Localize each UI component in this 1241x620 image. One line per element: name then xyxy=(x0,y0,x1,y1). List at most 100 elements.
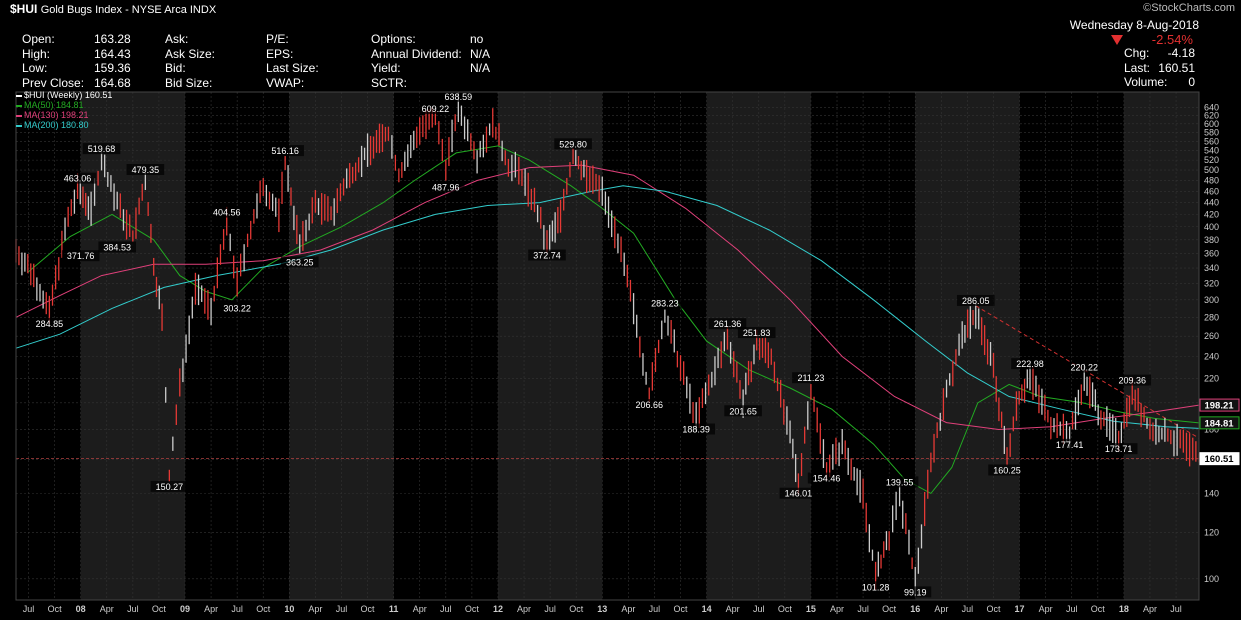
legend-text: $HUI (Weekly) 160.51 xyxy=(24,90,113,100)
quote-label: Yield: xyxy=(371,61,401,75)
chart-legend: $HUI (Weekly) 160.51 MA(50) 184.81 MA(130)… xyxy=(16,90,112,130)
plot-border xyxy=(15,91,1200,601)
price-annotation: 516.16 xyxy=(271,146,299,156)
change-percent: -2.54% xyxy=(1151,32,1193,47)
price-annotation: 188.39 xyxy=(682,425,710,435)
quote-value: 164.43 xyxy=(94,46,131,61)
y-tick-label: 460 xyxy=(1204,186,1219,196)
x-tick-label: Apr xyxy=(934,604,948,614)
price-annotation: 529.80 xyxy=(559,139,587,149)
annotation-bg xyxy=(416,103,455,115)
y-tick-label: 580 xyxy=(1204,127,1219,137)
price-tag: 160.51 xyxy=(1204,454,1234,465)
price-tag-bg xyxy=(1199,416,1240,430)
x-tick-label: Apr xyxy=(517,604,531,614)
price-annotation: 150.27 xyxy=(156,482,184,492)
x-tick-label: Apr xyxy=(830,604,844,614)
x-tick-label: Jul xyxy=(1170,604,1182,614)
x-tick-label: Jul xyxy=(857,604,869,614)
quote-label: EPS: xyxy=(266,46,294,61)
price-tag-bg xyxy=(1199,398,1240,412)
legend-entry: MA(130) 198.21 xyxy=(16,110,112,120)
x-tick-label: Oct xyxy=(569,604,584,614)
price-annotation: 101.28 xyxy=(862,582,890,592)
y-tick-label: 560 xyxy=(1204,136,1219,146)
right-quote-label: Volume: xyxy=(1124,75,1168,89)
y-tick-label: 440 xyxy=(1204,198,1219,208)
ma50-line xyxy=(28,145,1200,495)
right-quote-value: -4.18 xyxy=(1167,46,1195,60)
price-annotation: 284.85 xyxy=(36,319,64,329)
annotation-bg xyxy=(30,317,69,329)
price-annotation: 146.01 xyxy=(785,489,813,499)
x-tick-label: Jul xyxy=(336,604,348,614)
y-tick-label: 120 xyxy=(1204,528,1219,538)
y-tick-label: 520 xyxy=(1204,155,1219,165)
x-tick-label: Apr xyxy=(100,604,114,614)
legend-entry: $HUI (Weekly) 160.51 xyxy=(16,90,112,100)
annotation-bg xyxy=(677,423,715,435)
annotation-bg xyxy=(956,294,995,306)
y-tick-label: 220 xyxy=(1204,374,1219,384)
x-tick-label: Oct xyxy=(986,604,1001,614)
x-tick-label: Jul xyxy=(1066,604,1078,614)
quote-label: Bid: xyxy=(165,61,186,75)
y-tick-label: 320 xyxy=(1204,278,1219,288)
annotation-bg xyxy=(427,181,465,193)
x-tick-label: 13 xyxy=(597,604,607,614)
price-annotation: 363.25 xyxy=(286,257,314,267)
price-annotation: 173.71 xyxy=(1105,444,1133,454)
down-arrow-icon xyxy=(1111,35,1123,45)
annotation-bg xyxy=(98,241,136,253)
price-annotation: 160.25 xyxy=(993,465,1021,475)
quote-value: N/A xyxy=(470,46,491,61)
quote-value: 159.36 xyxy=(94,61,131,75)
annotation-bg xyxy=(899,586,932,598)
y-tick-label: 640 xyxy=(1204,102,1219,112)
price-annotation: 177.41 xyxy=(1056,440,1084,450)
price-annotation: 519.68 xyxy=(88,144,116,154)
price-annotation: 99.19 xyxy=(904,587,927,597)
x-tick-label: Apr xyxy=(204,604,218,614)
quote-label: Bid Size: xyxy=(165,75,213,90)
legend-swatch xyxy=(16,114,22,117)
quote-date: Wednesday 8-Aug-2018 xyxy=(1069,18,1199,32)
x-tick-label: 08 xyxy=(76,604,86,614)
price-annotation: 209.36 xyxy=(1118,376,1146,386)
right-quote-value: 0 xyxy=(1188,75,1195,89)
x-tick-label: Jul xyxy=(649,604,661,614)
x-tick-label: 11 xyxy=(389,604,399,614)
price-tag: 184.81 xyxy=(1204,418,1234,429)
annotation-bg xyxy=(439,90,478,102)
annotation-bg xyxy=(1050,438,1089,450)
chart-title: $HUI Gold Bugs Index - NYSE Arca INDX xyxy=(10,2,216,16)
y-tick-label: 540 xyxy=(1204,146,1219,156)
y-tick-label: 620 xyxy=(1204,110,1219,120)
x-tick-label: 09 xyxy=(180,604,190,614)
price-annotation: 206.66 xyxy=(635,400,663,410)
legend-text: MA(50) 184.81 xyxy=(24,100,84,110)
annotation-bg xyxy=(58,172,97,184)
y-tick-label: 180 xyxy=(1204,425,1219,435)
index-name: Gold Bugs Index - NYSE Arca INDX xyxy=(40,4,217,16)
price-annotation: 638.59 xyxy=(445,92,473,102)
price-annotation: 283.23 xyxy=(651,299,679,309)
quote-label: Ask: xyxy=(165,32,189,46)
y-tick-label: 420 xyxy=(1204,209,1219,219)
x-tick-label: Apr xyxy=(308,604,322,614)
price-annotation: 303.22 xyxy=(223,303,251,313)
price-annotation: 286.05 xyxy=(962,296,990,306)
annotation-bg xyxy=(150,480,189,492)
x-tick-label: 12 xyxy=(493,604,503,614)
price-annotation: 404.56 xyxy=(213,208,241,218)
x-tick-label: Jul xyxy=(23,604,35,614)
price-annotation: 201.65 xyxy=(729,406,757,416)
brand-logo[interactable]: ©StockCharts.com xyxy=(1143,2,1235,14)
legend-swatch xyxy=(16,104,22,107)
annotation-bg xyxy=(646,297,684,309)
price-annotation: 154.46 xyxy=(813,474,841,484)
year-band xyxy=(1123,92,1199,600)
quote-label: P/E: xyxy=(266,32,289,46)
price-annotation: 463.06 xyxy=(64,174,92,184)
